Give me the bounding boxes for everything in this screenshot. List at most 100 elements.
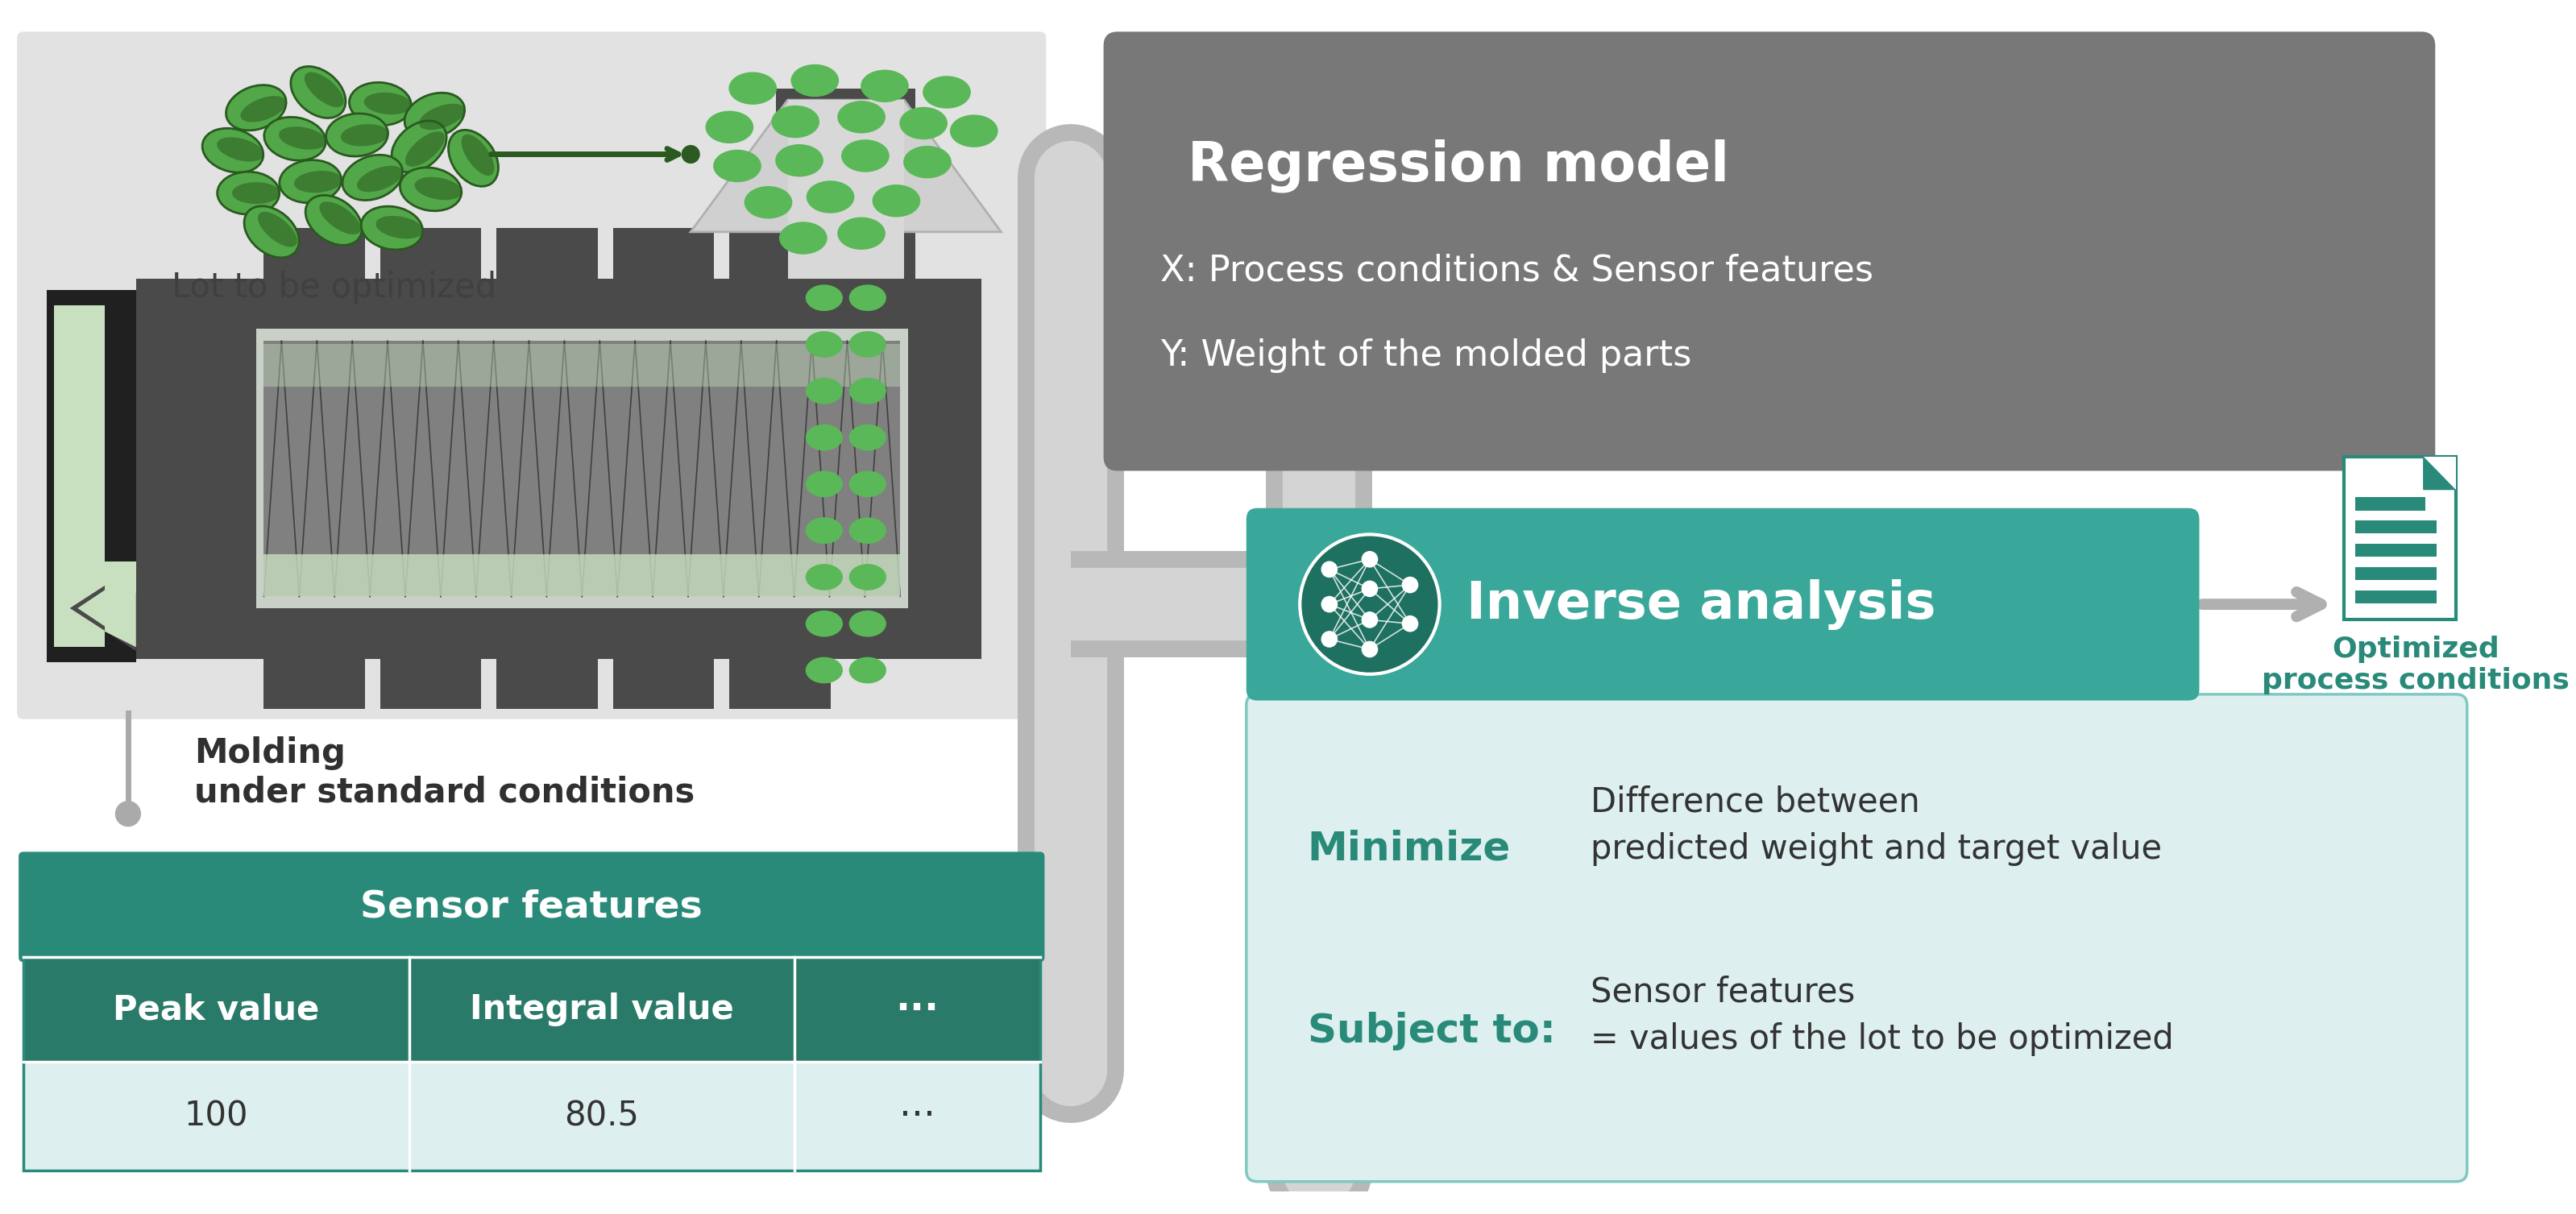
Text: ···: ··· [896,992,940,1028]
Ellipse shape [404,92,464,138]
Ellipse shape [837,101,886,134]
Ellipse shape [340,124,389,146]
FancyBboxPatch shape [23,1062,1041,1170]
Ellipse shape [806,565,842,590]
FancyBboxPatch shape [497,228,598,278]
Polygon shape [2424,456,2455,489]
FancyBboxPatch shape [613,659,714,709]
Text: Optimized
process conditions: Optimized process conditions [2262,635,2568,694]
Ellipse shape [265,117,325,160]
Ellipse shape [278,160,343,203]
Ellipse shape [420,103,464,130]
Text: 80.5: 80.5 [564,1100,639,1134]
Text: Minimize: Minimize [1309,829,1512,868]
FancyBboxPatch shape [1247,694,2468,1181]
Polygon shape [2424,456,2455,489]
Circle shape [1363,612,1378,628]
Ellipse shape [216,171,278,215]
Ellipse shape [376,216,422,239]
Circle shape [1363,551,1378,567]
Text: 100: 100 [183,1100,247,1134]
Ellipse shape [850,284,886,311]
Ellipse shape [404,131,446,166]
FancyBboxPatch shape [1247,509,2200,700]
Ellipse shape [350,83,412,125]
FancyBboxPatch shape [263,228,366,278]
Polygon shape [77,569,137,647]
Circle shape [1401,577,1417,592]
Text: Integral value: Integral value [469,993,734,1027]
FancyBboxPatch shape [255,329,907,608]
FancyBboxPatch shape [2354,590,2437,603]
FancyBboxPatch shape [729,659,829,709]
Circle shape [1321,596,1337,612]
Ellipse shape [304,72,343,107]
FancyBboxPatch shape [2354,544,2437,557]
Ellipse shape [850,657,886,683]
FancyBboxPatch shape [613,228,714,278]
FancyBboxPatch shape [18,852,1043,961]
Ellipse shape [806,181,855,214]
Ellipse shape [778,222,827,255]
Ellipse shape [850,331,886,358]
Ellipse shape [951,114,997,147]
Ellipse shape [307,195,361,245]
Text: Sensor features
= values of the lot to be optimized: Sensor features = values of the lot to b… [1592,975,2174,1056]
Ellipse shape [291,67,345,118]
Polygon shape [70,566,137,651]
Ellipse shape [227,85,286,130]
Ellipse shape [791,64,840,97]
Ellipse shape [806,284,842,311]
Ellipse shape [343,155,402,200]
FancyBboxPatch shape [497,659,598,709]
FancyBboxPatch shape [381,228,482,278]
Ellipse shape [806,657,842,683]
FancyBboxPatch shape [729,228,829,278]
Text: Molding
under standard conditions: Molding under standard conditions [193,736,696,810]
FancyBboxPatch shape [54,306,106,647]
FancyBboxPatch shape [18,32,1046,719]
Ellipse shape [850,471,886,498]
Text: Y: Weight of the molded parts: Y: Weight of the molded parts [1159,339,1692,374]
Ellipse shape [204,129,263,172]
FancyBboxPatch shape [263,345,899,387]
Ellipse shape [842,140,889,172]
Ellipse shape [232,182,281,204]
Polygon shape [106,569,137,647]
Ellipse shape [850,378,886,404]
Ellipse shape [775,144,824,177]
Circle shape [1401,615,1417,631]
Ellipse shape [361,206,422,250]
Ellipse shape [245,206,299,257]
Ellipse shape [850,565,886,590]
FancyBboxPatch shape [2344,456,2455,620]
Text: X: Process conditions & Sensor features: X: Process conditions & Sensor features [1159,254,1873,288]
FancyBboxPatch shape [381,659,482,709]
Ellipse shape [850,424,886,450]
Ellipse shape [399,168,461,211]
Circle shape [1301,534,1440,674]
Ellipse shape [806,517,842,544]
Ellipse shape [837,217,886,250]
Ellipse shape [729,72,778,104]
FancyBboxPatch shape [788,100,904,278]
FancyBboxPatch shape [263,340,899,596]
Ellipse shape [873,185,920,217]
Ellipse shape [850,611,886,637]
FancyBboxPatch shape [2354,567,2437,580]
Ellipse shape [392,120,446,172]
FancyBboxPatch shape [2354,521,2437,534]
Ellipse shape [806,331,842,358]
Circle shape [1321,562,1337,577]
Circle shape [683,144,701,164]
Ellipse shape [258,211,296,246]
Text: Peak value: Peak value [113,993,319,1027]
Ellipse shape [327,113,389,157]
Ellipse shape [706,110,755,143]
Ellipse shape [770,106,819,138]
Ellipse shape [806,471,842,498]
Ellipse shape [240,96,286,123]
Text: ···: ··· [899,1099,935,1135]
Text: Difference between
predicted weight and target value: Difference between predicted weight and … [1592,785,2161,866]
Ellipse shape [415,177,461,200]
